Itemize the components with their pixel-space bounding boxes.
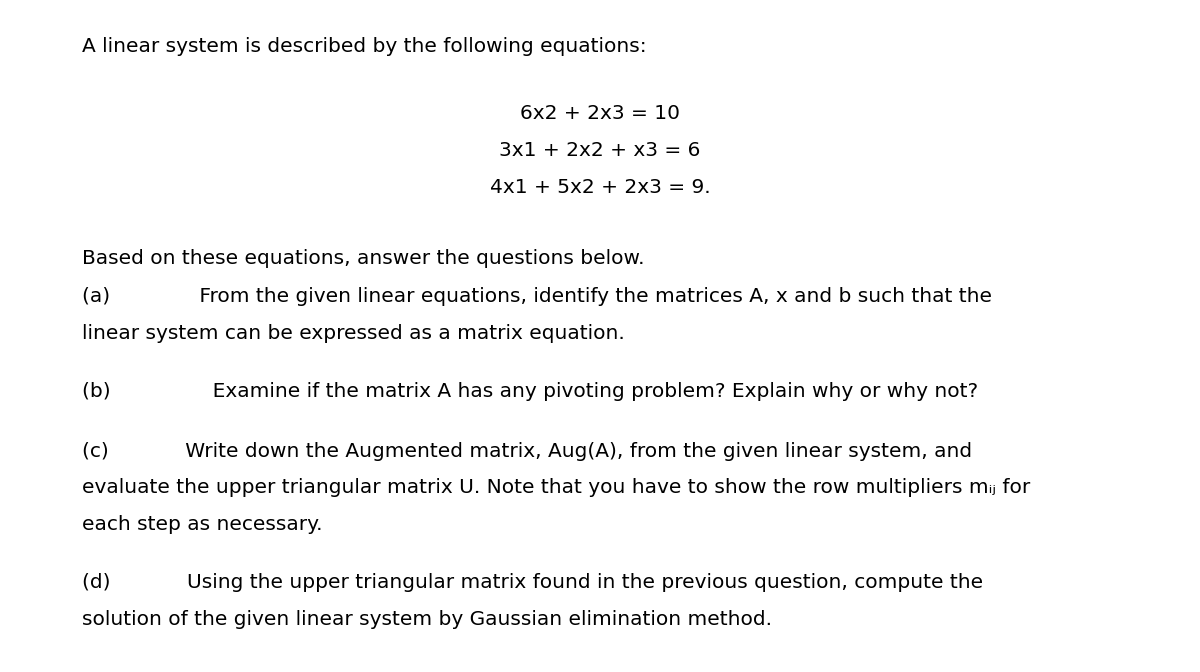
Text: Based on these equations, answer the questions below.: Based on these equations, answer the que…	[82, 249, 644, 267]
Text: evaluate the upper triangular matrix U. Note that you have to show the row multi: evaluate the upper triangular matrix U. …	[82, 478, 1030, 497]
Text: 6x2 + 2x3 = 10: 6x2 + 2x3 = 10	[520, 104, 680, 123]
Text: 3x1 + 2x2 + x3 = 6: 3x1 + 2x2 + x3 = 6	[499, 141, 701, 160]
Text: each step as necessary.: each step as necessary.	[82, 515, 322, 534]
Text: (c)            Write down the Augmented matrix, Aug(A), from the given linear sy: (c) Write down the Augmented matrix, Aug…	[82, 442, 972, 460]
Text: 4x1 + 5x2 + 2x3 = 9.: 4x1 + 5x2 + 2x3 = 9.	[490, 178, 710, 197]
Text: linear system can be expressed as a matrix equation.: linear system can be expressed as a matr…	[82, 324, 624, 343]
Text: (d)            Using the upper triangular matrix found in the previous question,: (d) Using the upper triangular matrix fo…	[82, 573, 983, 591]
Text: (a)              From the given linear equations, identify the matrices A, x and: (a) From the given linear equations, ide…	[82, 287, 991, 306]
Text: A linear system is described by the following equations:: A linear system is described by the foll…	[82, 37, 647, 56]
Text: (b)                Examine if the matrix A has any pivoting problem? Explain why: (b) Examine if the matrix A has any pivo…	[82, 382, 978, 401]
Text: solution of the given linear system by Gaussian elimination method.: solution of the given linear system by G…	[82, 610, 772, 628]
